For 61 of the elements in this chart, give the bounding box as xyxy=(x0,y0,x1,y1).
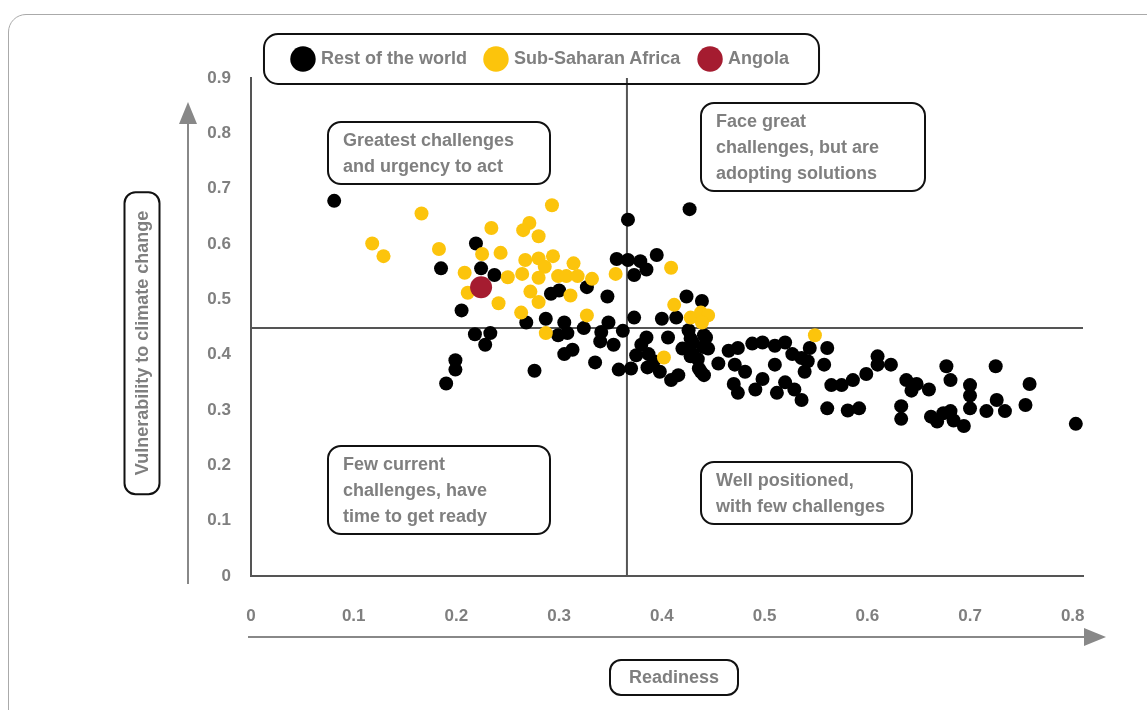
point xyxy=(475,246,490,261)
point xyxy=(531,295,546,310)
point xyxy=(566,256,581,271)
point xyxy=(484,220,499,235)
x-tick-label: 0.2 xyxy=(444,605,469,625)
y-tick-label: 0.8 xyxy=(207,123,231,143)
point xyxy=(457,265,472,280)
point xyxy=(470,276,493,299)
x-tick-label: 0.4 xyxy=(650,605,675,625)
x-tick-label: 0.1 xyxy=(341,605,366,625)
point xyxy=(493,245,508,260)
x-tick-label: 0.5 xyxy=(752,605,777,625)
point xyxy=(515,266,530,281)
y-tick-label: 0.7 xyxy=(207,178,231,198)
y-tick-label: 0.1 xyxy=(207,510,231,530)
annotation: Face great challenges, but are adopting solutions xyxy=(700,102,926,192)
x-tick-label: 0.7 xyxy=(958,605,982,625)
point xyxy=(514,305,529,320)
point xyxy=(545,249,560,264)
y-axis-title: Vulnerability to climate change xyxy=(123,190,161,496)
x-axis-title: Readiness xyxy=(609,659,740,696)
point xyxy=(516,223,531,238)
point xyxy=(608,266,623,281)
point xyxy=(537,259,552,274)
point xyxy=(500,270,515,285)
point xyxy=(585,271,600,286)
y-tick-label: 0.9 xyxy=(207,67,231,87)
y-tick-label: 0.5 xyxy=(207,289,231,309)
point xyxy=(538,326,553,341)
point xyxy=(365,236,380,251)
legend-label: Angola xyxy=(728,47,791,68)
point xyxy=(570,269,585,284)
x-tick-label: 0.3 xyxy=(547,605,571,625)
point xyxy=(807,328,822,343)
legend-label: Rest of the world xyxy=(320,47,467,68)
x-tick-label: 0 xyxy=(246,605,256,625)
point xyxy=(563,288,578,303)
annotation: Few current challenges, have time to get ready xyxy=(327,445,551,535)
y-tick-label: 0.3 xyxy=(207,399,231,419)
point xyxy=(523,284,538,299)
point xyxy=(414,206,429,221)
x-tick-label: 0.8 xyxy=(1060,605,1085,625)
point xyxy=(518,253,533,268)
point xyxy=(667,297,682,312)
point xyxy=(544,198,559,213)
y-tick-label: 0.2 xyxy=(207,455,231,475)
annotation: Well positioned, with few challenges xyxy=(700,461,913,525)
y-tick-label: 0 xyxy=(221,565,231,585)
y-tick-label: 0.4 xyxy=(207,344,232,364)
point xyxy=(531,270,546,285)
point xyxy=(664,260,679,275)
x-tick-label: 0.6 xyxy=(855,605,880,625)
point xyxy=(579,308,594,323)
point xyxy=(656,350,671,365)
y-tick-label: 0.6 xyxy=(207,233,231,253)
point xyxy=(491,296,506,311)
point xyxy=(431,241,446,256)
legend-label: Sub-Saharan Africa xyxy=(513,47,682,68)
point xyxy=(376,249,391,264)
point xyxy=(531,229,546,244)
annotation: Greatest challenges and urgency to act xyxy=(327,121,551,185)
